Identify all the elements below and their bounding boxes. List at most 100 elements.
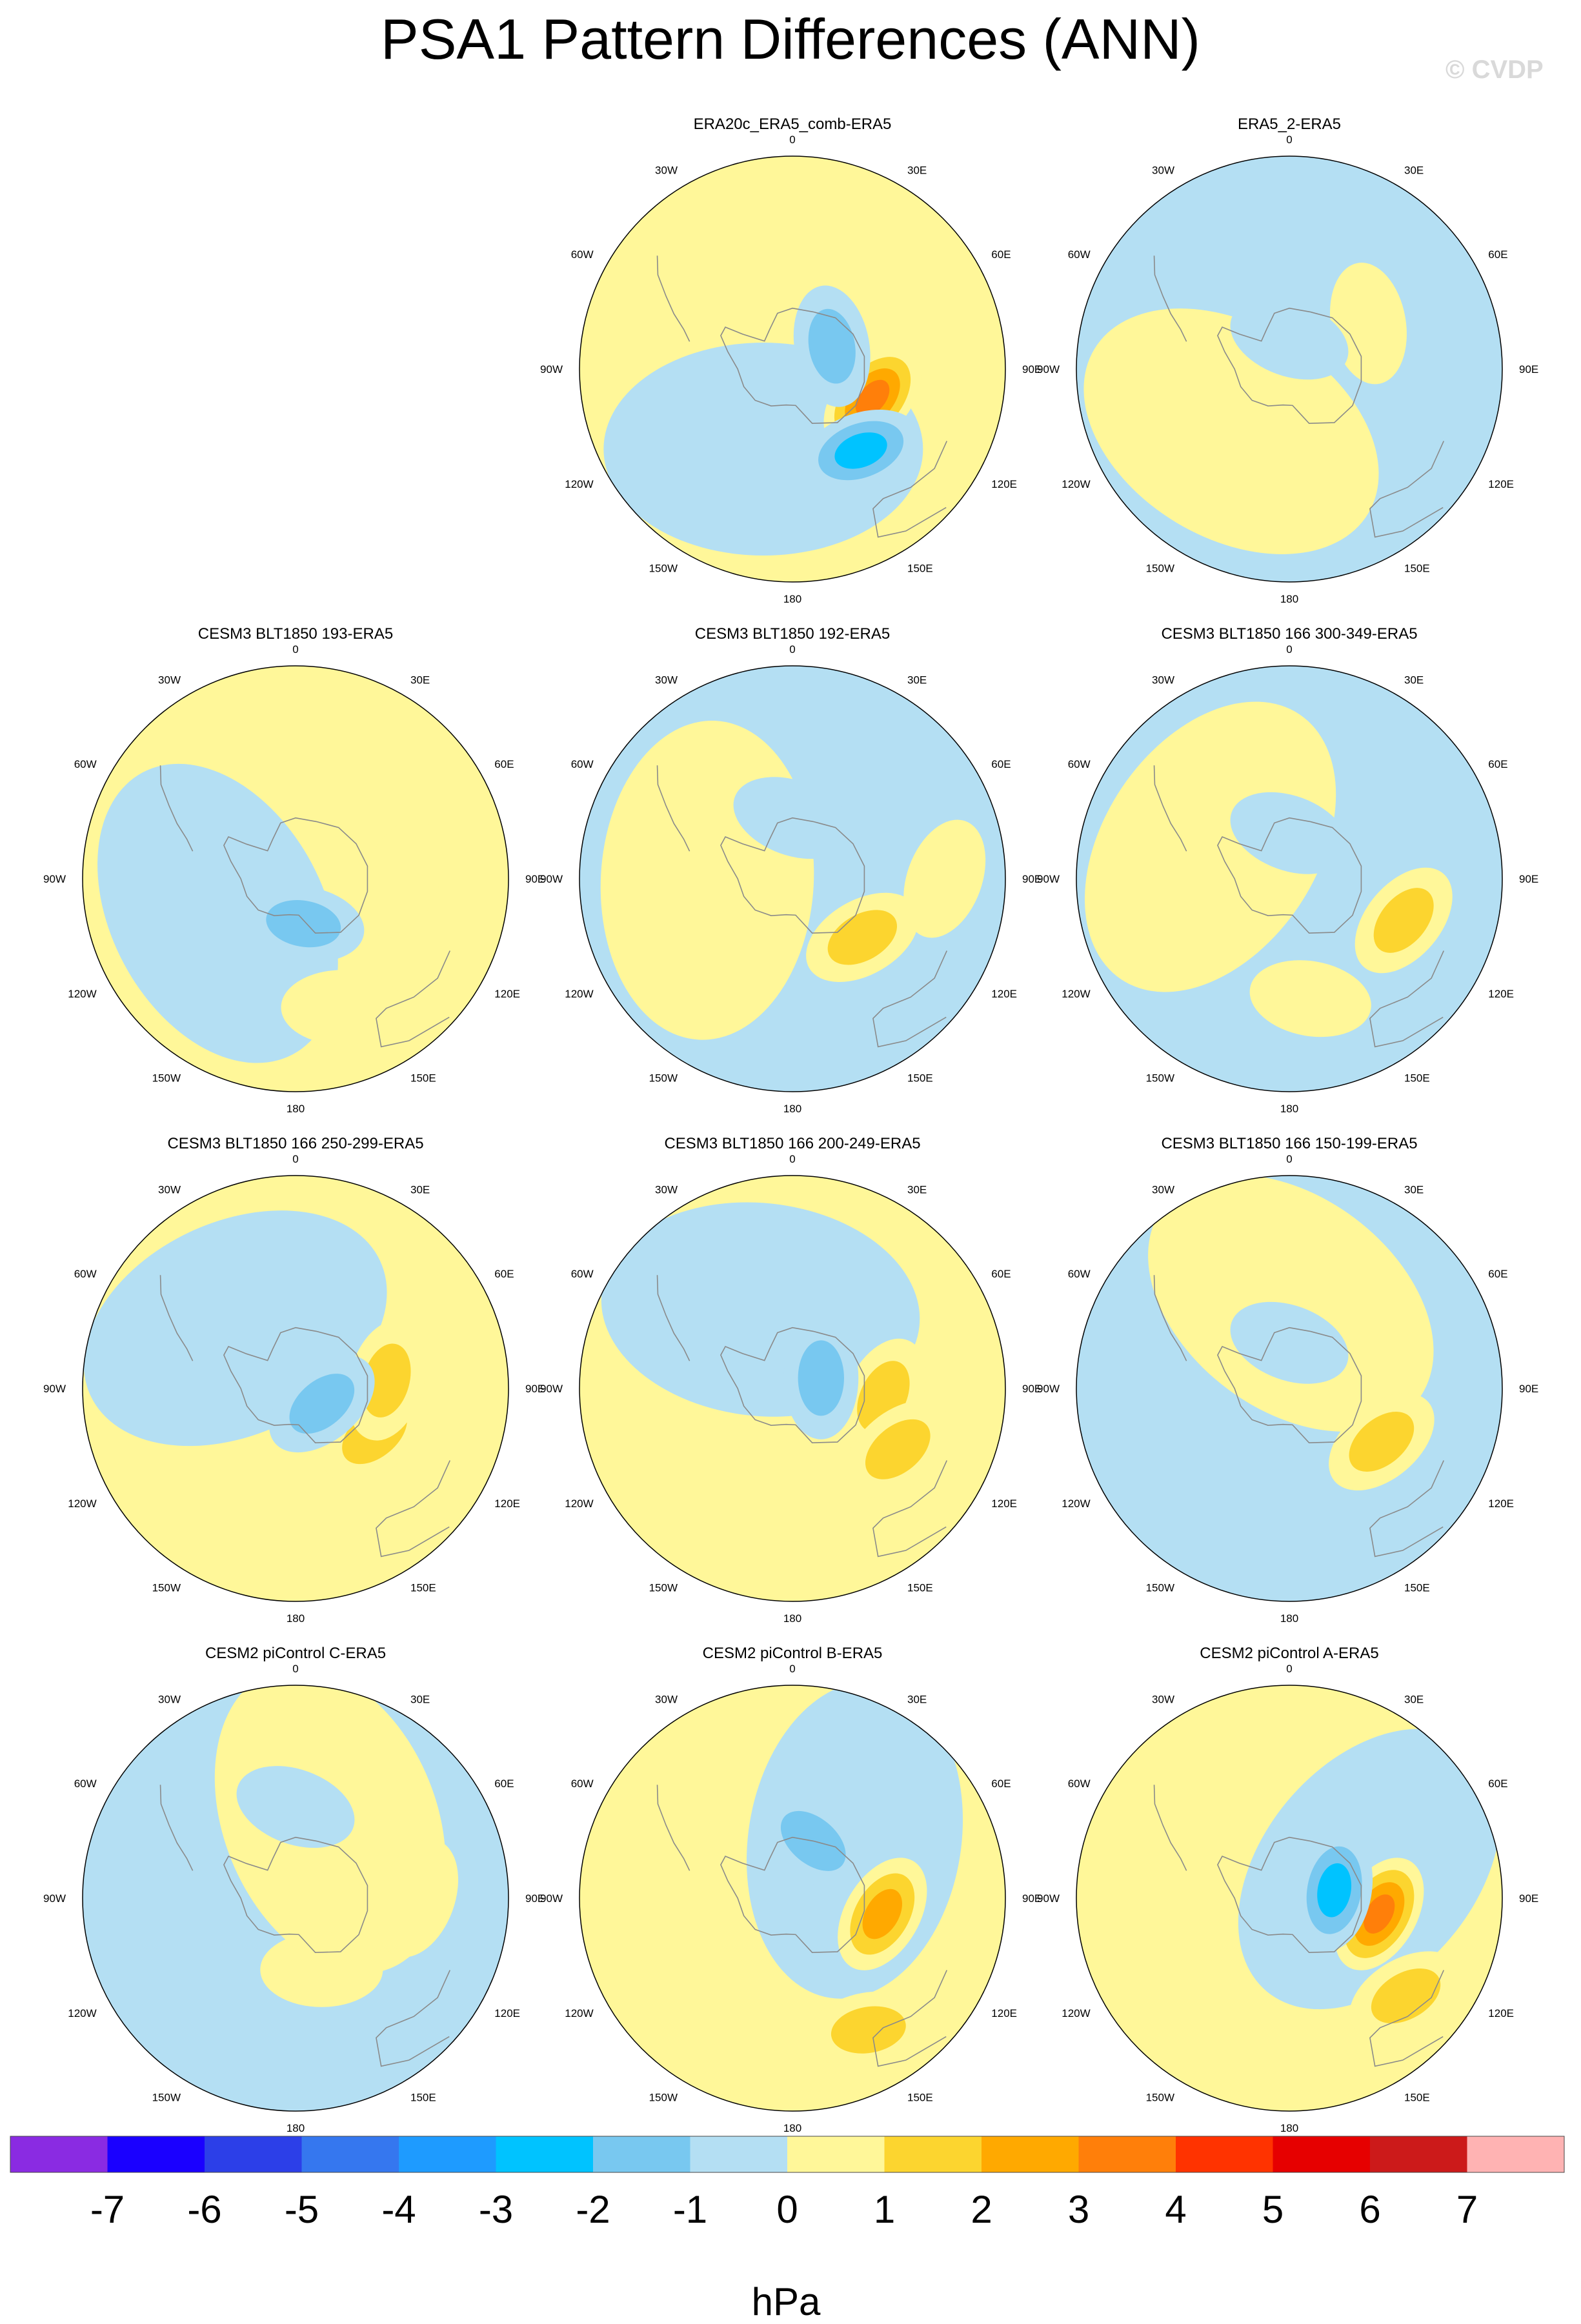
contour-fill — [362, 1343, 411, 1417]
panel-title: ERA20c_ERA5_comb-ERA5 — [694, 115, 892, 133]
longitude-label: 60E — [991, 248, 1011, 261]
longitude-label: 0 — [292, 1153, 298, 1165]
coastline-path — [376, 1460, 450, 1558]
coastline-path — [376, 950, 450, 1048]
coastline — [656, 1785, 947, 2067]
longitude-label: 180 — [1280, 1612, 1298, 1625]
longitude-label: 150E — [907, 562, 933, 574]
longitude-label: 180 — [783, 1103, 801, 1115]
longitude-label: 30E — [1404, 165, 1424, 177]
longitude-label: 120W — [565, 2007, 593, 2019]
longitude-label: 60E — [1488, 248, 1507, 261]
contour-fill — [289, 1374, 355, 1434]
panel-title: CESM2 piControl A-ERA5 — [1200, 1645, 1378, 1662]
contour-fill — [862, 1888, 903, 1939]
coastline-path — [159, 1275, 194, 1361]
longitude-label: 60W — [1068, 1778, 1091, 1790]
longitude-label: 180 — [1280, 2122, 1298, 2134]
longitude-label: 60W — [571, 1778, 594, 1790]
longitude-label: 180 — [1280, 1103, 1298, 1115]
longitude-label: 150W — [1146, 1072, 1174, 1084]
longitude-label: 120W — [1062, 2007, 1090, 2019]
longitude-label: 90W — [1037, 1383, 1060, 1395]
longitude-label: 150W — [1146, 2091, 1174, 2103]
map-border — [1076, 1175, 1503, 1602]
map-border — [1076, 155, 1503, 583]
longitude-label: 120E — [991, 2007, 1017, 2019]
longitude-label: 180 — [287, 2122, 305, 2134]
longitude-label: 90W — [43, 873, 66, 885]
longitude-label: 150E — [907, 1581, 933, 1594]
panel-title: CESM3 BLT1850 193-ERA5 — [198, 625, 393, 643]
contour-fill — [798, 1340, 844, 1416]
longitude-label: 150W — [152, 1581, 181, 1594]
contour-fill — [903, 819, 986, 938]
longitude-label: 120W — [565, 988, 593, 1000]
longitude-label: 0 — [1286, 643, 1292, 656]
coastline-path — [223, 817, 368, 934]
panel-title: ERA5_2-ERA5 — [1238, 115, 1341, 133]
panel-title: CESM2 piControl B-ERA5 — [703, 1645, 883, 1662]
longitude-label: 90E — [1022, 1383, 1042, 1395]
contour-fill — [1317, 1863, 1352, 1918]
contour-field — [1076, 666, 1502, 1092]
longitude-label: 150E — [410, 2091, 436, 2103]
contour-field — [579, 666, 1005, 1092]
coastline-path — [159, 1785, 194, 1871]
panel-title: CESM3 BLT1850 192-ERA5 — [695, 625, 890, 643]
panel-title: CESM2 piControl C-ERA5 — [205, 1645, 386, 1662]
longitude-label: 120W — [68, 988, 96, 1000]
longitude-label: 120E — [991, 988, 1017, 1000]
coastline — [159, 1275, 450, 1558]
map-border — [579, 1175, 1006, 1602]
longitude-label: 0 — [789, 1153, 795, 1165]
longitude-label: 120W — [565, 478, 593, 490]
longitude-label: 150E — [1404, 1072, 1430, 1084]
longitude-label: 150E — [907, 2091, 933, 2103]
longitude-label: 120W — [1062, 988, 1090, 1000]
longitude-label: 30E — [907, 165, 927, 177]
contour-field — [579, 1176, 1005, 1601]
contour-field — [83, 1685, 509, 2111]
longitude-label: 90W — [1037, 873, 1060, 885]
longitude-label: 30W — [1152, 674, 1174, 686]
longitude-label: 0 — [789, 1663, 795, 1675]
longitude-label: 90W — [540, 873, 563, 885]
map-border — [82, 1685, 509, 2112]
contour-fill — [1148, 1176, 1434, 1432]
contour-fill — [1349, 1412, 1415, 1472]
watermark: © CVDP — [1445, 55, 1544, 84]
contour-fill — [266, 900, 341, 948]
longitude-label: 120E — [494, 1498, 520, 1510]
longitude-label: 30W — [655, 1694, 678, 1706]
longitude-label: 0 — [292, 643, 298, 656]
longitude-label: 60W — [1068, 248, 1091, 261]
longitude-label: 30W — [655, 1184, 678, 1196]
coastline-path — [872, 1460, 947, 1558]
coastline — [1153, 255, 1444, 538]
contour-fill — [865, 1419, 931, 1479]
longitude-label: 30W — [158, 1184, 181, 1196]
longitude-label: 150W — [649, 1581, 678, 1594]
coastline-path — [872, 1970, 947, 2067]
longitude-label: 120E — [1488, 988, 1514, 1000]
longitude-label: 90E — [1519, 363, 1538, 376]
coastline-path — [720, 1327, 865, 1443]
longitude-label: 120E — [1488, 1498, 1514, 1510]
longitude-label: 30E — [1404, 1184, 1424, 1196]
contour-fill — [260, 1932, 383, 2007]
longitude-label: 30W — [655, 674, 678, 686]
longitude-label: 60W — [74, 758, 97, 770]
contour-fill — [1364, 1894, 1395, 1934]
coastline-path — [1369, 950, 1444, 1048]
longitude-label: 120W — [1062, 1498, 1090, 1510]
longitude-label: 30W — [655, 165, 678, 177]
longitude-label: 150E — [1404, 562, 1430, 574]
coastline-path — [223, 1836, 368, 1953]
contour-fill — [376, 1839, 459, 1958]
